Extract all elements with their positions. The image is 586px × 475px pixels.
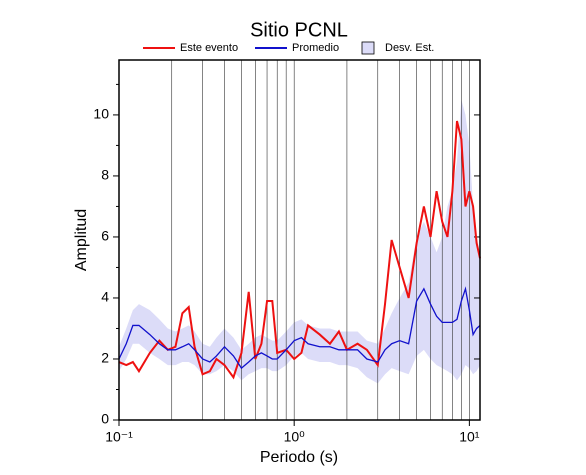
series-line (118, 286, 481, 370)
x-axis-label: Periodo (s) (260, 449, 338, 466)
series-line (118, 120, 481, 380)
y-tick-label: 4 (101, 289, 109, 305)
x-tick-label: 10⁰ (284, 429, 306, 445)
y-tick-label: 10 (93, 106, 109, 122)
x-tick-label: 10¹ (459, 429, 480, 445)
legend-label: Este evento (180, 42, 238, 54)
y-axis-label: Amplitud (73, 209, 90, 271)
legend-swatch (361, 41, 375, 55)
y-tick-label: 2 (101, 350, 109, 366)
y-tick-label: 8 (101, 167, 109, 183)
plot-frame (118, 59, 481, 421)
legend-label: Desv. Est. (385, 42, 434, 54)
y-tick-label: 6 (101, 228, 109, 244)
legend-label: Promedio (292, 42, 339, 54)
x-tick-label: 10⁻¹ (105, 429, 133, 445)
y-tick-label: 0 (101, 411, 109, 427)
std-band (119, 99, 480, 384)
chart-title: Sitio PCNL (250, 19, 348, 41)
